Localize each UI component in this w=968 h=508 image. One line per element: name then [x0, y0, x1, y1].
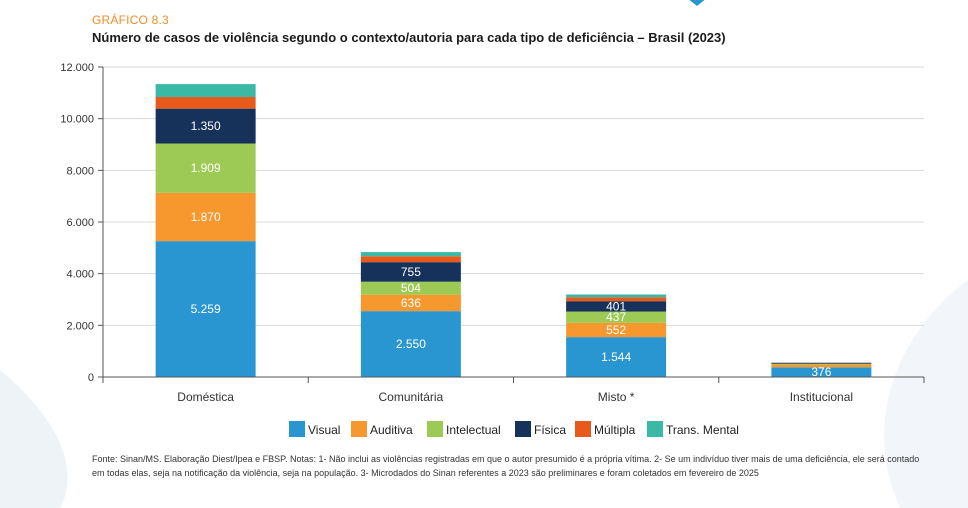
bar-segment	[360, 262, 461, 282]
x-tick-label: Misto *	[598, 390, 635, 404]
axis-layer: 0 2.000 4.000 6.000 8.000 10.000 12.000 Domésti…	[60, 62, 925, 404]
data-label: 1.870	[191, 210, 221, 224]
bar-segment	[771, 367, 872, 377]
legend-label: Física	[534, 423, 566, 437]
bar-segment	[566, 297, 667, 302]
x-tick-label: Comunitária	[379, 390, 444, 404]
data-label: 755	[401, 265, 421, 279]
data-label: 1.350	[191, 119, 221, 133]
y-tick-label: 8.000	[66, 165, 94, 177]
legend-swatch	[427, 421, 443, 437]
bar-segment	[360, 256, 461, 263]
y-tick-label: 2.000	[66, 320, 94, 332]
x-tick-label: Institucional	[790, 390, 853, 404]
brand-triangle-icon	[689, 0, 705, 6]
bar-segment	[155, 108, 256, 144]
bar-segment	[155, 241, 256, 377]
bar-segment	[566, 337, 667, 377]
bar-segment	[155, 97, 256, 109]
bar-segment	[771, 363, 872, 364]
bar-segment	[360, 311, 461, 377]
legend-label: Auditiva	[370, 423, 413, 437]
data-label: 552	[606, 323, 626, 337]
data-label: 437	[606, 310, 626, 324]
data-label: 1.544	[601, 350, 631, 364]
bar-segment	[360, 294, 461, 312]
legend: Visual Auditiva Intelectual Física Múltipla T…	[289, 421, 739, 437]
bar-segment	[771, 363, 872, 365]
chart-header: GRÁFICO 8.3 Número de casos de violência…	[92, 13, 726, 45]
legend-swatch	[575, 421, 591, 437]
data-label: 5.259	[191, 302, 221, 316]
data-label: 636	[401, 296, 421, 310]
legend-swatch	[289, 421, 305, 437]
footnote: Fonte: Sinan/MS. Elaboração Diest/Ipea e…	[92, 454, 920, 478]
data-label: 401	[606, 299, 626, 313]
bar-segment	[155, 192, 256, 242]
bar-segment	[566, 311, 667, 323]
data-label: 376	[811, 365, 831, 379]
legend-swatch	[351, 421, 367, 437]
bar-segment	[360, 281, 461, 295]
y-tick-label: 0	[88, 372, 94, 384]
legend-swatch	[647, 421, 663, 437]
bar-segment	[771, 364, 872, 368]
y-tick-label: 12.000	[60, 62, 94, 74]
data-label: 1.909	[191, 161, 221, 175]
bar-segment	[360, 252, 461, 257]
data-label: 504	[401, 281, 421, 295]
legend-label: Trans. Mental	[666, 423, 739, 437]
bar-segment	[155, 84, 256, 98]
chart-title: Número de casos de violência segundo o c…	[92, 30, 726, 45]
bar-segment	[566, 294, 667, 298]
y-tick-label: 10.000	[60, 114, 94, 126]
bar-segment	[566, 322, 667, 338]
legend-swatch	[515, 421, 531, 437]
chart-kicker: GRÁFICO 8.3	[92, 13, 169, 27]
y-tick-label: 6.000	[66, 217, 94, 229]
legend-label: Intelectual	[446, 423, 501, 437]
data-label: 2.550	[396, 337, 426, 351]
legend-label: Múltipla	[594, 423, 636, 437]
bar-segment	[155, 143, 256, 193]
x-tick-label: Doméstica	[177, 390, 234, 404]
y-tick-label: 4.000	[66, 269, 94, 281]
bar-segment	[566, 301, 667, 312]
legend-label: Visual	[308, 423, 340, 437]
